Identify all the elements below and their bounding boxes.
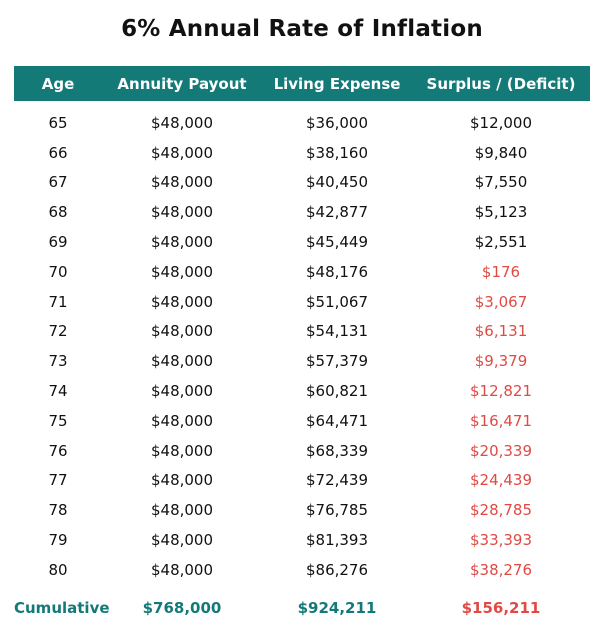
living-expense-cell: $72,439 (305, 471, 369, 490)
column-header-surplus-deficit: Surplus / (Deficit) (426, 74, 576, 93)
age-cell: 66 (48, 143, 68, 162)
annuity-payout-cell: $48,000 (150, 531, 214, 550)
annuity-payout-cell: $48,000 (150, 441, 214, 460)
page-title: 6% Annual Rate of Inflation (121, 16, 483, 42)
cumulative-payout: $768,000 (142, 598, 222, 617)
table-row: 67 $48,000 $40,450 $7,550 (14, 168, 590, 198)
table-header: Age Annuity Payout Living Expense Surplu… (14, 66, 590, 101)
living-expense-cell: $51,067 (305, 292, 369, 311)
annuity-payout-cell: $48,000 (150, 352, 214, 371)
annuity-payout-cell: $48,000 (150, 382, 214, 401)
living-expense-cell: $48,176 (305, 262, 369, 281)
surplus-deficit-cell: $3,067 (474, 292, 528, 311)
annuity-payout-cell: $48,000 (150, 262, 214, 281)
living-expense-cell: $54,131 (305, 322, 369, 341)
age-cell: 67 (48, 173, 68, 192)
age-cell: 69 (48, 233, 68, 252)
age-cell: 70 (48, 262, 68, 281)
cumulative-expense: $924,211 (297, 598, 377, 617)
age-cell: 75 (48, 411, 68, 430)
age-cell: 72 (48, 322, 68, 341)
surplus-deficit-cell: $9,840 (474, 143, 528, 162)
table-row: 73 $48,000 $57,379 $9,379 (14, 346, 590, 376)
column-header-living-expense: Living Expense (273, 74, 401, 93)
surplus-deficit-cell: $20,339 (469, 441, 533, 460)
surplus-deficit-cell: $2,551 (474, 233, 528, 252)
annuity-payout-cell: $48,000 (150, 203, 214, 222)
column-header-age: Age (41, 74, 75, 93)
annuity-payout-cell: $48,000 (150, 501, 214, 520)
inflation-table: Age Annuity Payout Living Expense Surplu… (14, 66, 590, 623)
surplus-deficit-cell: $12,821 (469, 382, 533, 401)
annuity-payout-cell: $48,000 (150, 411, 214, 430)
living-expense-cell: $45,449 (305, 233, 369, 252)
table-row: 69 $48,000 $45,449 $2,551 (14, 227, 590, 257)
annuity-payout-cell: $48,000 (150, 471, 214, 490)
age-cell: 76 (48, 441, 68, 460)
table-row: 72 $48,000 $54,131 $6,131 (14, 317, 590, 347)
living-expense-cell: $81,393 (305, 531, 369, 550)
age-cell: 78 (48, 501, 68, 520)
age-cell: 77 (48, 471, 68, 490)
age-cell: 65 (48, 113, 68, 132)
surplus-deficit-cell: $24,439 (469, 471, 533, 490)
living-expense-cell: $36,000 (305, 113, 369, 132)
surplus-deficit-cell: $38,276 (469, 560, 533, 579)
surplus-deficit-cell: $33,393 (469, 531, 533, 550)
column-header-annuity-payout: Annuity Payout (117, 74, 247, 93)
surplus-deficit-cell: $12,000 (469, 113, 533, 132)
age-cell: 68 (48, 203, 68, 222)
living-expense-cell: $64,471 (305, 411, 369, 430)
table-row: 65 $48,000 $36,000 $12,000 (14, 108, 590, 138)
annuity-payout-cell: $48,000 (150, 173, 214, 192)
living-expense-cell: $42,877 (305, 203, 369, 222)
living-expense-cell: $86,276 (305, 560, 369, 579)
cumulative-row: Cumulative $768,000 $924,211 $156,211 (14, 593, 590, 623)
table-row: 68 $48,000 $42,877 $5,123 (14, 197, 590, 227)
annuity-payout-cell: $48,000 (150, 560, 214, 579)
annuity-payout-cell: $48,000 (150, 143, 214, 162)
cumulative-label: Cumulative (14, 598, 110, 617)
age-cell: 71 (48, 292, 68, 311)
table-row: 79 $48,000 $81,393 $33,393 (14, 525, 590, 555)
table-row: 78 $48,000 $76,785 $28,785 (14, 495, 590, 525)
living-expense-cell: $40,450 (305, 173, 369, 192)
living-expense-cell: $68,339 (305, 441, 369, 460)
age-cell: 80 (48, 560, 68, 579)
surplus-deficit-cell: $9,379 (474, 352, 528, 371)
table-row: 77 $48,000 $72,439 $24,439 (14, 466, 590, 496)
surplus-deficit-cell: $7,550 (474, 173, 528, 192)
age-cell: 74 (48, 382, 68, 401)
table-row: 74 $48,000 $60,821 $12,821 (14, 376, 590, 406)
annuity-payout-cell: $48,000 (150, 233, 214, 252)
surplus-deficit-cell: $5,123 (474, 203, 528, 222)
age-cell: 73 (48, 352, 68, 371)
living-expense-cell: $38,160 (305, 143, 369, 162)
annuity-payout-cell: $48,000 (150, 322, 214, 341)
surplus-deficit-cell: $28,785 (469, 501, 533, 520)
table-row: 75 $48,000 $64,471 $16,471 (14, 406, 590, 436)
table-row: 71 $48,000 $51,067 $3,067 (14, 287, 590, 317)
living-expense-cell: $57,379 (305, 352, 369, 371)
cumulative-surplus-deficit: $156,211 (461, 598, 541, 617)
surplus-deficit-cell: $176 (481, 262, 521, 281)
living-expense-cell: $76,785 (305, 501, 369, 520)
living-expense-cell: $60,821 (305, 382, 369, 401)
table-row: 80 $48,000 $86,276 $38,276 (14, 555, 590, 585)
annuity-payout-cell: $48,000 (150, 113, 214, 132)
table-row: 76 $48,000 $68,339 $20,339 (14, 436, 590, 466)
table-row: 66 $48,000 $38,160 $9,840 (14, 138, 590, 168)
surplus-deficit-cell: $6,131 (474, 322, 528, 341)
age-cell: 79 (48, 531, 68, 550)
annuity-payout-cell: $48,000 (150, 292, 214, 311)
surplus-deficit-cell: $16,471 (469, 411, 533, 430)
table-body: 65 $48,000 $36,000 $12,000 66 $48,000 $38,160 $… (14, 101, 590, 585)
table-row: 70 $48,000 $48,176 $176 (14, 257, 590, 287)
